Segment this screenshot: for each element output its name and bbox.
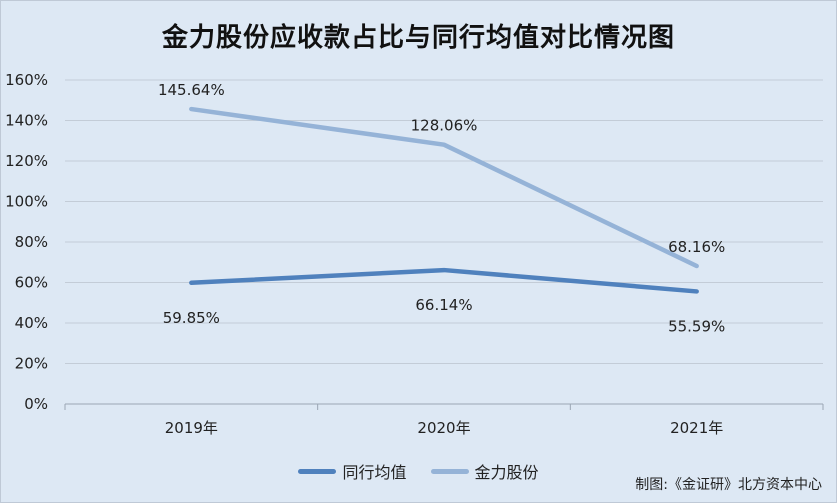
- y-tick-label: 20%: [15, 355, 48, 373]
- y-tick-label: 140%: [5, 112, 48, 130]
- legend-label-jinli: 金力股份: [474, 463, 539, 482]
- x-tick-label: 2019年: [165, 419, 218, 437]
- x-tick-label: 2020年: [417, 419, 470, 437]
- y-tick-label: 0%: [24, 395, 48, 413]
- data-label: 128.06%: [411, 117, 478, 135]
- data-label: 68.16%: [668, 238, 725, 256]
- legend-swatch-peer-average: [298, 468, 337, 474]
- legend-label-peer-average: 同行均值: [342, 463, 407, 482]
- legend-swatch-jinli: [430, 468, 469, 474]
- source-credit: 制图:《金证研》北方资本中心: [635, 477, 822, 493]
- series-line-0: [189, 267, 699, 294]
- series-line-1: [189, 106, 699, 269]
- y-tick-label: 80%: [15, 233, 48, 251]
- chart-title: 金力股份应收款占比与同行均值对比情况图: [161, 23, 675, 53]
- x-tick-label: 2021年: [670, 419, 723, 437]
- y-tick-label: 40%: [15, 314, 48, 332]
- data-label: 66.14%: [415, 296, 472, 314]
- y-tick-label: 160%: [5, 71, 48, 89]
- y-tick-label: 100%: [5, 193, 48, 211]
- legend: 同行均值 金力股份: [1, 459, 836, 483]
- legend-item-peer-average: 同行均值: [298, 459, 407, 483]
- data-label: 145.64%: [158, 81, 225, 99]
- y-tick-label: 60%: [15, 274, 48, 292]
- data-label: 59.85%: [163, 309, 220, 327]
- y-tick-label: 120%: [5, 152, 48, 170]
- legend-item-jinli: 金力股份: [430, 459, 539, 483]
- data-label: 55.59%: [668, 317, 725, 335]
